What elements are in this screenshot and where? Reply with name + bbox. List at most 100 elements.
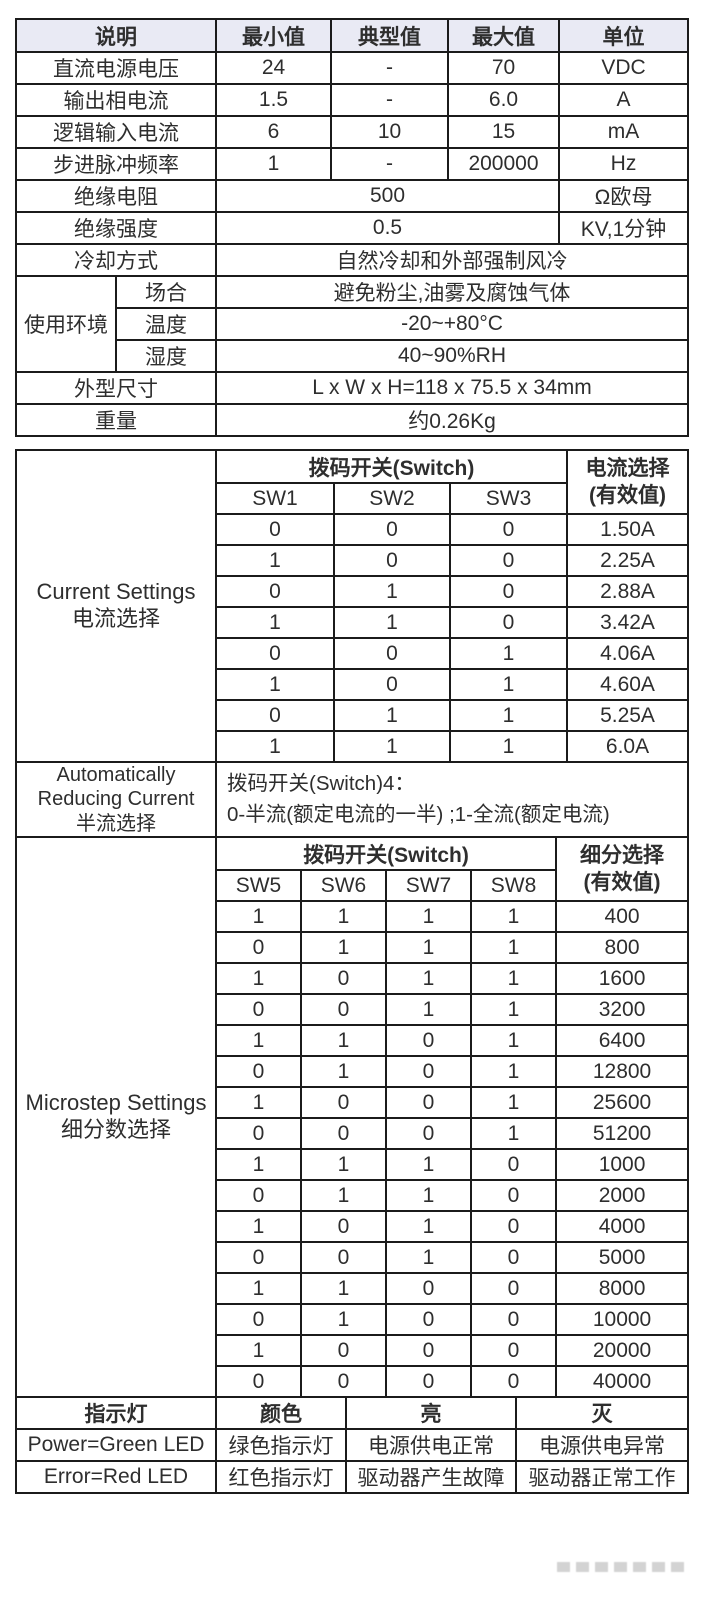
sw-column-header: SW3 [448, 482, 569, 515]
spec-label-cell: 绝缘电阻 [15, 179, 217, 213]
column-header: 最小值 [215, 18, 332, 53]
cell: 2000 [555, 1179, 690, 1213]
label-line: 电流选择 [71, 606, 160, 631]
cell: 1 [469, 1055, 558, 1089]
cell: 1 [469, 993, 558, 1027]
column-header: 最大值 [447, 18, 560, 53]
cell: 1.50A [566, 513, 690, 546]
cell: 1 [448, 668, 569, 701]
table-row: 1 1 1 1 400 [16, 900, 690, 934]
spec-label-cell: 输出相电流 [15, 83, 217, 117]
cell: 1 [333, 575, 451, 608]
label-line: 半流选择 [76, 812, 156, 835]
cell: 4.06A [566, 637, 690, 670]
table-row: 0 1 0 0 10000 [16, 1303, 690, 1337]
cell: 1 [333, 606, 451, 639]
spec-sublabel-cell: 场合 [115, 275, 217, 309]
microstep-value-header: 细分选择 (有效值) [555, 836, 690, 903]
table-row: 输出相电流 1.5 - 6.0 A [15, 83, 689, 117]
cell: 0 [333, 513, 451, 546]
cell: 1000 [555, 1148, 690, 1182]
table-row: 1 1 1 0 1000 [16, 1148, 690, 1182]
cell: 0 [469, 1303, 558, 1337]
cell: 500 [215, 179, 560, 213]
table-row: 0 0 0 1.50A [16, 513, 690, 546]
sw-column-header: SW6 [300, 869, 387, 903]
cell: 1 [448, 637, 569, 670]
cell: A [558, 83, 689, 117]
cell: 1 [215, 544, 335, 577]
table-row: 0 0 0 1 51200 [16, 1117, 690, 1151]
table-row: 0 1 0 2.88A [16, 575, 690, 608]
cell: 1 [469, 1086, 558, 1120]
cell: 6400 [555, 1024, 690, 1058]
cell: 1 [300, 1303, 387, 1337]
cell: VDC [558, 51, 689, 85]
cell: 1 [469, 900, 558, 934]
cell: 1 [300, 931, 387, 965]
cell: 800 [555, 931, 690, 965]
cell: 1 [215, 1334, 302, 1368]
cell: Hz [558, 147, 689, 181]
cell: 0 [215, 993, 302, 1027]
watermark [557, 1562, 689, 1572]
cell: 1 [215, 900, 302, 934]
cell: 1 [469, 1024, 558, 1058]
table-row: 温度 -20~+80°C [16, 307, 689, 341]
cell: 3200 [555, 993, 690, 1027]
header-line: 电流选择 [585, 456, 670, 480]
cell: 约0.26Kg [215, 403, 689, 437]
cell: - [330, 83, 449, 117]
cell: 0 [385, 1334, 472, 1368]
spec-sheet: 说明 最小值 典型值 最大值 单位 直流电源电压 24 - 70 VDC 输出相… [15, 18, 690, 1495]
cell: 1 [469, 1117, 558, 1151]
cell: 1 [215, 1148, 302, 1182]
cell: 6 [215, 115, 332, 149]
table-row: 0 1 1 1 800 [16, 931, 690, 965]
cell: 0 [215, 699, 335, 732]
led-column-header: 亮 [345, 1396, 517, 1431]
cell: 40000 [555, 1365, 690, 1399]
table-row: 1 1 1 6.0A [16, 730, 690, 763]
table-row: 0 0 0 0 40000 [16, 1365, 690, 1399]
header-line: (有效值) [589, 484, 667, 507]
cell: 0 [385, 1272, 472, 1306]
current-settings-table: Current Settings 电流选择 拨码开关(Switch) 电流选择 … [15, 449, 690, 763]
table-row: Error=Red LED 红色指示灯 驱动器产生故障 驱动器正常工作 [15, 1460, 689, 1495]
table-row: 1 0 1 0 4000 [16, 1210, 690, 1244]
cell: 0 [215, 1055, 302, 1089]
spec-label-cell: 绝缘强度 [15, 211, 217, 245]
cell: 0 [215, 1179, 302, 1213]
label-line: Reducing Current [37, 788, 195, 811]
cell: 1 [469, 931, 558, 965]
cell: -20~+80°C [215, 307, 689, 341]
table-row: 湿度 40~90%RH [16, 339, 689, 373]
led-column-header: 指示灯 [15, 1396, 217, 1431]
cell: 0 [300, 1365, 387, 1399]
cell: 200000 [447, 147, 560, 181]
cell: 0 [385, 1117, 472, 1151]
spec-label-cell: 逻辑输入电流 [15, 115, 217, 149]
cell: 1 [215, 147, 332, 181]
table-row: 0 1 0 1 12800 [16, 1055, 690, 1089]
spec-sublabel-cell: 温度 [115, 307, 217, 341]
cell: 1 [385, 1241, 472, 1275]
table-row: 使用环境 场合 避免粉尘,油雾及腐蚀气体 [15, 275, 689, 373]
cell: 8000 [555, 1272, 690, 1306]
cell: 1 [300, 1024, 387, 1058]
sw-column-header: SW2 [333, 482, 451, 515]
table-row: 0 1 1 0 2000 [16, 1179, 690, 1213]
microstep-header-row: Microstep Settings 细分数选择 拨码开关(Switch) 细分… [15, 836, 690, 1399]
cell: 0 [469, 1241, 558, 1275]
sw-header-row: SW1 SW2 SW3 [16, 482, 688, 515]
table-row: 逻辑输入电流 6 10 15 mA [15, 115, 689, 149]
sw-header-row: SW5 SW6 SW7 SW8 [16, 869, 688, 903]
label-line: Microstep Settings [25, 1090, 207, 1116]
sw-column-header: SW7 [385, 869, 472, 903]
spec-label-cell: 直流电源电压 [15, 51, 217, 85]
cell: 避免粉尘,油雾及腐蚀气体 [215, 275, 689, 309]
cell: 0 [448, 575, 569, 608]
spec-sublabel-cell: 湿度 [115, 339, 217, 373]
cell: 1 [385, 900, 472, 934]
cell: 1 [300, 1179, 387, 1213]
